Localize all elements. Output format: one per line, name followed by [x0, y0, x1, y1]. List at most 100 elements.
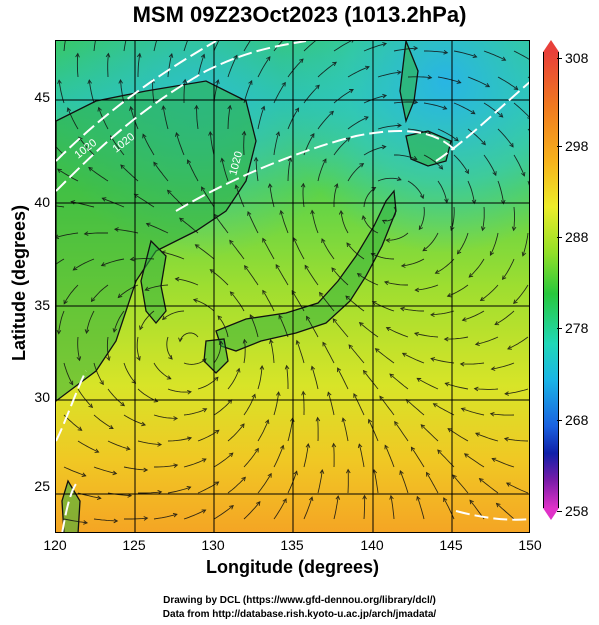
streamline: [358, 443, 365, 468]
streamline-arrowhead: [474, 341, 480, 347]
streamline-arrowhead: [430, 357, 436, 362]
streamline: [460, 362, 485, 365]
streamline: [513, 154, 525, 177]
y-tick-label: 45: [34, 89, 50, 105]
streamline: [213, 452, 234, 468]
streamline: [243, 339, 246, 364]
streamline-arrowhead: [247, 211, 252, 216]
streamline: [197, 376, 219, 390]
streamline-arrowhead: [241, 476, 246, 482]
streamline-arrowhead: [460, 407, 466, 412]
streamline: [243, 41, 251, 52]
streamline-arrowhead: [63, 299, 68, 305]
streamline: [304, 265, 319, 286]
streamline-arrowhead: [287, 156, 293, 162]
streamline: [167, 53, 173, 78]
streamline-arrowhead: [470, 109, 476, 115]
streamline: [382, 206, 397, 222]
streamline: [146, 223, 169, 234]
streamline-arrowhead: [249, 314, 254, 320]
isobar-line-4: [435, 81, 529, 162]
streamline: [467, 76, 490, 88]
streamline: [162, 310, 185, 320]
colorbar-label: 298: [565, 138, 589, 154]
streamline: [435, 258, 455, 274]
streamline: [347, 66, 370, 78]
streamline-arrowhead: [327, 391, 332, 397]
streamline-arrowhead: [426, 471, 431, 477]
streamline: [418, 206, 425, 230]
streamline: [58, 310, 65, 334]
streamline-arrowhead: [262, 237, 267, 243]
streamline: [257, 56, 271, 78]
streamline: [152, 79, 155, 104]
streamline: [130, 106, 139, 130]
streamline-arrowhead: [145, 222, 151, 227]
streamline: [273, 498, 287, 520]
streamline: [197, 54, 205, 78]
streamline: [63, 518, 88, 524]
streamline: [480, 284, 499, 301]
streamline: [76, 53, 79, 78]
streamline: [196, 105, 199, 130]
streamline: [384, 445, 395, 468]
streamline-arrowhead: [117, 293, 123, 299]
streamline: [393, 47, 418, 52]
streamline-arrowhead: [161, 105, 166, 110]
streamline-arrowhead: [295, 339, 301, 345]
streamline: [393, 101, 418, 104]
streamline: [293, 237, 305, 260]
streamline: [513, 102, 529, 118]
streamline-arrowhead: [94, 448, 100, 453]
streamline: [416, 378, 439, 390]
streamline-arrowhead: [76, 356, 82, 362]
streamline: [273, 82, 286, 104]
streamline: [93, 466, 117, 475]
streamline-arrowhead: [357, 443, 363, 449]
streamline-arrowhead: [509, 142, 514, 148]
streamline-arrowhead: [251, 393, 256, 399]
streamline: [363, 43, 387, 52]
streamline: [321, 238, 335, 260]
streamline: [474, 388, 499, 390]
streamline: [213, 505, 234, 520]
streamline-arrowhead: [142, 133, 147, 139]
wind-streamlines: [56, 41, 529, 525]
streamline: [107, 388, 125, 407]
streamline: [88, 167, 109, 182]
streamline: [124, 517, 148, 520]
streamline: [506, 482, 529, 494]
streamline: [56, 146, 65, 156]
streamline-arrowhead: [334, 183, 339, 189]
streamline: [123, 362, 136, 384]
streamline-arrowhead: [56, 329, 62, 335]
streamline-arrowhead: [501, 56, 507, 61]
streamline-arrowhead: [112, 470, 118, 476]
streamline: [145, 284, 169, 291]
streamline: [468, 258, 485, 278]
streamline-arrowhead: [399, 306, 405, 312]
streamline: [243, 501, 261, 520]
streamline: [390, 495, 395, 520]
streamline-arrowhead: [335, 495, 341, 500]
streamline-arrowhead: [422, 246, 428, 252]
streamline-arrowhead: [485, 83, 491, 88]
streamline: [213, 399, 232, 416]
streamline: [63, 284, 79, 305]
streamline: [77, 388, 93, 408]
streamline-arrowhead: [72, 266, 78, 271]
streamline-arrowhead: [187, 389, 192, 395]
streamline-arrowhead: [172, 513, 178, 518]
streamline: [179, 217, 199, 234]
streamline-arrowhead: [56, 234, 60, 239]
streamline: [402, 352, 425, 364]
streamline-arrowhead: [492, 171, 497, 177]
streamline: [447, 428, 469, 442]
streamline: [363, 94, 387, 104]
streamline-arrowhead: [382, 93, 388, 99]
streamline: [257, 419, 269, 442]
streamline: [114, 228, 139, 234]
streamline: [195, 244, 215, 260]
streamline-arrowhead: [432, 403, 438, 408]
streamline: [227, 423, 245, 442]
